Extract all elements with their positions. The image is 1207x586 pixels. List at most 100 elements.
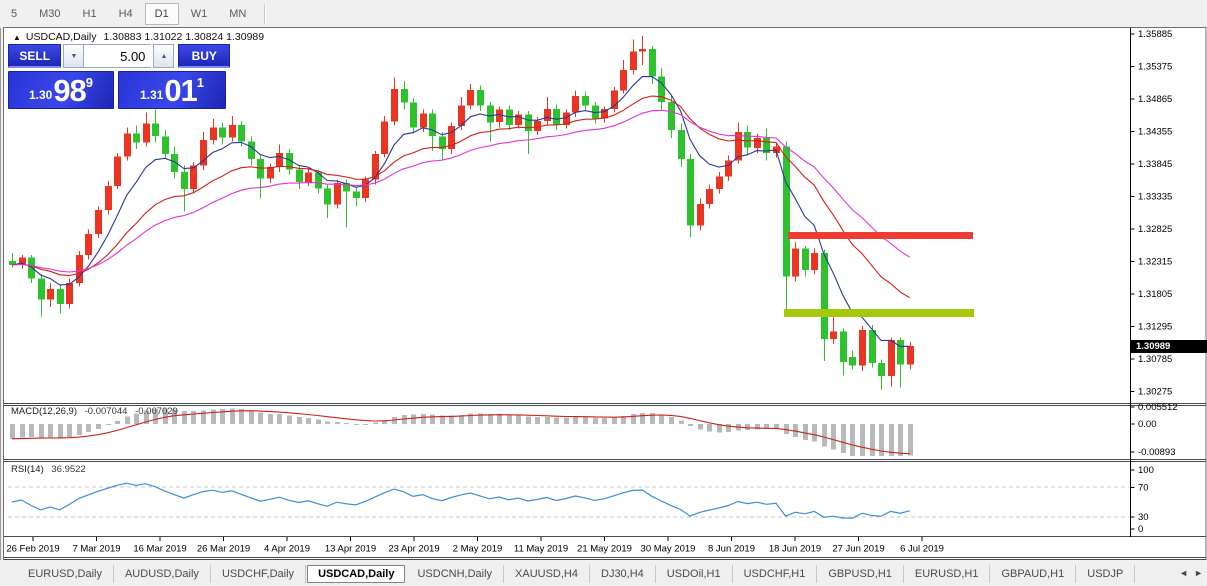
svg-text:8 Jun 2019: 8 Jun 2019	[708, 544, 755, 555]
timeframe-toolbar: 5 M30 H1 H4 D1 W1 MN	[0, 0, 1207, 27]
macd-indicator-label: MACD(12,26,9) -0.007044 -0.007029	[11, 406, 178, 417]
svg-text:1.34355: 1.34355	[1138, 127, 1172, 138]
svg-text:1.34865: 1.34865	[1138, 94, 1172, 105]
chart-tab-dj30-h4[interactable]: DJ30,H4	[590, 565, 656, 583]
svg-text:18 Jun 2019: 18 Jun 2019	[769, 544, 821, 555]
volume-increase-button[interactable]: ▲	[153, 44, 175, 68]
svg-text:70: 70	[1138, 483, 1149, 494]
svg-text:0.005512: 0.005512	[1138, 402, 1178, 413]
timeframe-button-m30[interactable]: M30	[39, 7, 61, 20]
svg-text:1.32315: 1.32315	[1138, 257, 1172, 268]
ohlc-values: 1.30883 1.31022 1.30824 1.30989	[103, 31, 265, 43]
time-axis[interactable]: 26 Feb 2019 7 Mar 2019 16 Mar 2019 26 Mar 2…	[6, 537, 944, 555]
sell-button[interactable]: SELL	[8, 44, 62, 68]
sell-price-main: 98	[53, 73, 86, 108]
svg-text:-0.00893: -0.00893	[1138, 447, 1176, 458]
svg-text:1.35885: 1.35885	[1138, 29, 1172, 40]
rsi-line	[11, 482, 910, 519]
chart-tabbar: EURUSD,Daily AUDUSD,Daily USDCHF,Daily USDC…	[0, 562, 1207, 586]
svg-text:11 May 2019: 11 May 2019	[514, 544, 568, 555]
chart-tab-usdcad-daily[interactable]: USDCAD,Daily	[307, 565, 406, 583]
svg-text:2 May 2019: 2 May 2019	[453, 544, 503, 555]
svg-text:16 Mar 2019: 16 Mar 2019	[133, 544, 186, 555]
buy-button[interactable]: BUY	[178, 44, 230, 68]
support-line	[784, 308, 974, 317]
svg-text:30 May 2019: 30 May 2019	[641, 544, 696, 555]
sell-price-prefix: 1.30	[28, 88, 53, 102]
svg-text:1.31805: 1.31805	[1138, 289, 1172, 300]
macd-histogram	[10, 408, 913, 456]
sell-price-pip: 9	[85, 75, 94, 90]
svg-text:27 Jun 2019: 27 Jun 2019	[832, 544, 884, 555]
timeframe-button-h1[interactable]: H1	[82, 7, 97, 20]
timeframe-button-mn[interactable]: MN	[229, 7, 247, 20]
rsi-name: RSI(14)	[11, 464, 44, 475]
chart-tab-gbpusd-h1[interactable]: GBPUSD,H1	[817, 565, 904, 583]
chart-tab-eurusd-h1[interactable]: EURUSD,H1	[904, 565, 991, 583]
chart-title: ▲ USDCAD,Daily 1.30883 1.31022 1.30824 1.3…	[13, 31, 264, 43]
moving-averages	[11, 76, 910, 347]
rsi-levels	[8, 486, 1129, 518]
collapse-triangle-icon[interactable]: ▲	[13, 33, 21, 42]
svg-text:1.31295: 1.31295	[1138, 322, 1172, 333]
macd-signal-value: -0.007029	[135, 406, 178, 417]
panel-separators[interactable]	[4, 403, 1206, 560]
chart-tab-usdchf-daily[interactable]: USDCHF,Daily	[211, 565, 307, 583]
chart-tab-audusd-daily[interactable]: AUDUSD,Daily	[114, 565, 211, 583]
svg-text:4 Apr 2019: 4 Apr 2019	[264, 544, 310, 555]
chart-tab-gbpaud-h1[interactable]: GBPAUD,H1	[990, 565, 1077, 583]
timeframe-button-h4[interactable]: H4	[118, 7, 133, 20]
rsi-indicator-label: RSI(14) 36.9522	[11, 464, 86, 475]
svg-text:6 Jul 2019: 6 Jul 2019	[900, 544, 944, 555]
svg-text:26 Mar 2019: 26 Mar 2019	[197, 544, 250, 555]
svg-text:100: 100	[1138, 465, 1154, 476]
chart-tab-xauusd-h4[interactable]: XAUUSD,H4	[504, 565, 590, 583]
chevron-up-icon: ▲	[160, 52, 168, 60]
chart-tab-eurusd-daily[interactable]: EURUSD,Daily	[17, 565, 114, 583]
svg-text:1.33845: 1.33845	[1138, 159, 1172, 170]
macd-main-value: -0.007044	[84, 406, 128, 417]
chevron-down-icon: ▼	[70, 52, 78, 60]
trade-prices-row: 1.30 98 9 1.31 01 1	[8, 71, 230, 109]
volume-decrease-button[interactable]: ▼	[63, 44, 85, 68]
rsi-value: 36.9522	[51, 464, 86, 475]
chart-tab-usdoil-h1[interactable]: USDOil,H1	[656, 565, 733, 583]
price-axis[interactable]: 1.35885 1.35375 1.34865 1.34355 1.33845 1.333…	[1130, 28, 1173, 537]
one-click-trading-panel: SELL ▼ 5.00 ▲ BUY 1.30 98 9 1.31 01 1	[8, 44, 230, 109]
svg-text:1.32825: 1.32825	[1138, 224, 1172, 235]
svg-text:26 Feb 2019: 26 Feb 2019	[6, 544, 59, 555]
svg-text:1.35375: 1.35375	[1138, 62, 1172, 73]
timeframe-button-5[interactable]: 5	[11, 7, 18, 20]
timeframe-button-w1[interactable]: W1	[190, 7, 208, 20]
volume-input[interactable]: 5.00	[84, 44, 152, 68]
chart-tab-usdchf-h1[interactable]: USDCHF,H1	[733, 565, 818, 583]
chart-tab-usdcnh-daily[interactable]: USDCNH,Daily	[406, 565, 505, 583]
svg-text:21 May 2019: 21 May 2019	[577, 544, 632, 555]
medium-ma	[11, 95, 910, 299]
rsi-axis[interactable]: 100 70 300	[1130, 462, 1154, 537]
svg-text:0.00: 0.00	[1138, 419, 1157, 430]
svg-text:1.30785: 1.30785	[1138, 354, 1172, 365]
current-price-tag: 1.30989	[1131, 340, 1207, 353]
chart-tab-usdjp[interactable]: USDJP	[1076, 565, 1136, 583]
symbol-name: USDCAD,Daily	[25, 31, 97, 43]
slow-ma	[11, 109, 910, 273]
trend-rays[interactable]	[784, 232, 974, 317]
buy-price-prefix: 1.31	[139, 88, 164, 102]
macd-name: MACD(12,26,9)	[11, 406, 77, 417]
macd-axis[interactable]: 0.005512 0.00 -0.00893	[1130, 402, 1178, 460]
fast-ma	[11, 76, 910, 347]
resistance-line	[788, 232, 973, 240]
svg-text:1.30275: 1.30275	[1138, 387, 1172, 398]
sell-price-button[interactable]: 1.30 98 9	[8, 71, 114, 109]
tab-scroll-left-icon[interactable]: ◄	[1179, 568, 1189, 578]
svg-text:7 Mar 2019: 7 Mar 2019	[72, 544, 120, 555]
svg-text:30: 30	[1138, 512, 1149, 523]
buy-price-button[interactable]: 1.31 01 1	[118, 71, 226, 109]
svg-text:13 Apr 2019: 13 Apr 2019	[325, 544, 376, 555]
buy-price-pip: 1	[196, 75, 205, 90]
tab-scroll-right-icon[interactable]: ►	[1194, 568, 1203, 578]
timeframe-button-d1[interactable]: D1	[144, 2, 179, 25]
